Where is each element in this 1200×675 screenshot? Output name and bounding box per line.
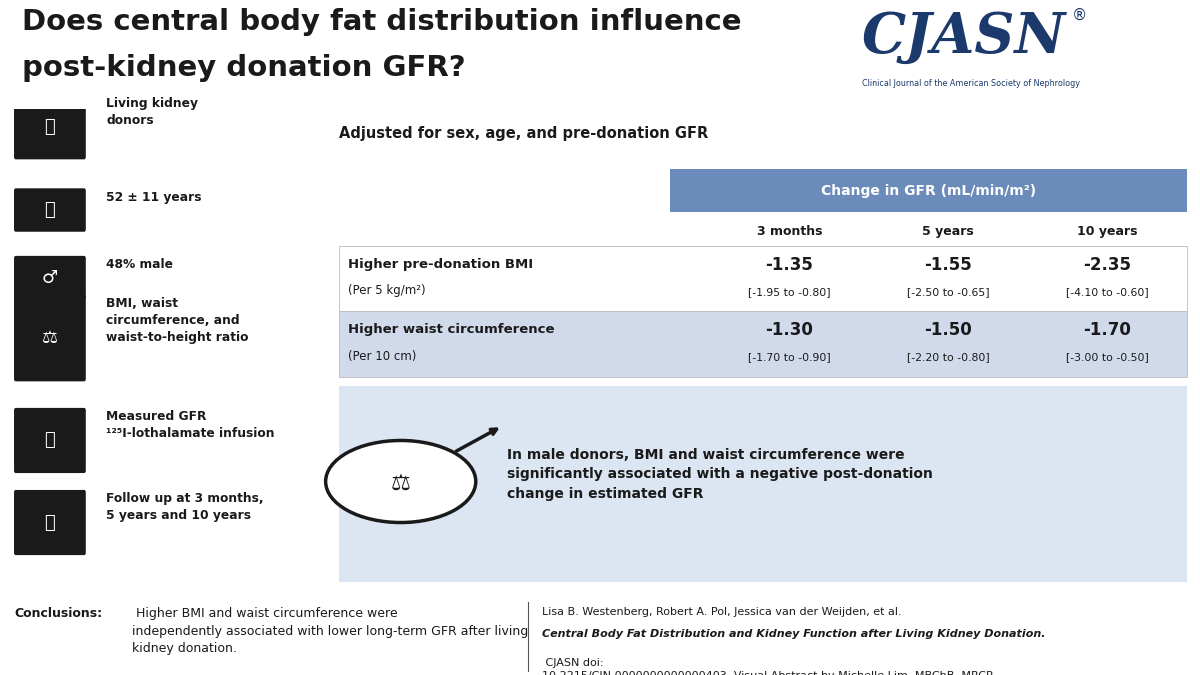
- Text: Central Body Fat Distribution and Kidney Function after Living Kidney Donation.: Central Body Fat Distribution and Kidney…: [542, 629, 1046, 639]
- Circle shape: [325, 441, 475, 522]
- FancyBboxPatch shape: [14, 490, 86, 555]
- Text: ✋: ✋: [44, 117, 55, 136]
- Text: ®: ®: [1072, 8, 1087, 23]
- FancyBboxPatch shape: [14, 188, 86, 232]
- Text: -2.35: -2.35: [1084, 256, 1132, 274]
- Text: 💉: 💉: [44, 431, 55, 450]
- Text: CJASN: CJASN: [862, 10, 1066, 65]
- FancyBboxPatch shape: [14, 95, 86, 159]
- FancyBboxPatch shape: [338, 246, 1187, 311]
- Text: In male donors, BMI and waist circumference were
significantly associated with a: In male donors, BMI and waist circumfere…: [506, 448, 932, 501]
- FancyBboxPatch shape: [338, 311, 1187, 377]
- Text: -1.70: -1.70: [1084, 321, 1132, 340]
- Text: Higher pre-donation BMI: Higher pre-donation BMI: [348, 258, 533, 271]
- Text: CJASN doi:
10.2215/CJN.0000000000000403. Visual Abstract by Michelle Lim, MBChB,: CJASN doi: 10.2215/CJN.0000000000000403.…: [542, 658, 994, 675]
- Text: Conclusions:: Conclusions:: [14, 608, 102, 620]
- Text: [-3.00 to -0.50]: [-3.00 to -0.50]: [1066, 352, 1148, 362]
- Text: Measured GFR
¹²⁵I-lothalamate infusion: Measured GFR ¹²⁵I-lothalamate infusion: [106, 410, 275, 440]
- Text: 📅: 📅: [44, 514, 55, 531]
- Text: Does central body fat distribution influence: Does central body fat distribution influ…: [22, 8, 742, 36]
- FancyBboxPatch shape: [14, 256, 86, 299]
- Text: Change in GFR (mL/min/m²): Change in GFR (mL/min/m²): [821, 184, 1036, 198]
- Text: Higher BMI and waist circumference were
independently associated with lower long: Higher BMI and waist circumference were …: [132, 608, 528, 655]
- Text: [-1.70 to -0.90]: [-1.70 to -0.90]: [748, 352, 830, 362]
- FancyBboxPatch shape: [14, 294, 86, 381]
- Text: Clinical Journal of the American Society of Nephrology: Clinical Journal of the American Society…: [862, 79, 1080, 88]
- Text: ♂: ♂: [42, 269, 58, 287]
- Text: 5 years: 5 years: [923, 225, 974, 238]
- Text: 52 ± 11 years: 52 ± 11 years: [106, 191, 202, 204]
- Text: 🎂: 🎂: [44, 201, 55, 219]
- Text: BMI, waist
circumference, and
waist-to-height ratio: BMI, waist circumference, and waist-to-h…: [106, 297, 248, 344]
- Text: ⚖: ⚖: [42, 329, 58, 347]
- Text: 3 months: 3 months: [756, 225, 822, 238]
- Text: (Per 5 kg/m²): (Per 5 kg/m²): [348, 284, 425, 298]
- FancyBboxPatch shape: [338, 386, 1187, 582]
- Text: Living kidney
donors: Living kidney donors: [106, 97, 198, 127]
- FancyBboxPatch shape: [14, 408, 86, 473]
- Text: Adjusted for sex, age, and pre-donation GFR: Adjusted for sex, age, and pre-donation …: [338, 126, 708, 140]
- Text: [-4.10 to -0.60]: [-4.10 to -0.60]: [1066, 288, 1148, 297]
- Text: -1.35: -1.35: [766, 256, 814, 274]
- FancyBboxPatch shape: [670, 169, 1187, 213]
- Text: ⚖: ⚖: [391, 474, 410, 494]
- Text: -1.30: -1.30: [766, 321, 814, 340]
- Text: [-2.20 to -0.80]: [-2.20 to -0.80]: [907, 352, 990, 362]
- Text: Follow up at 3 months,
5 years and 10 years: Follow up at 3 months, 5 years and 10 ye…: [106, 492, 264, 522]
- Text: Lisa B. Westenberg, Robert A. Pol, Jessica van der Weijden, et al.: Lisa B. Westenberg, Robert A. Pol, Jessi…: [542, 608, 906, 617]
- Text: [-1.95 to -0.80]: [-1.95 to -0.80]: [748, 288, 830, 297]
- Text: 10 years: 10 years: [1078, 225, 1138, 238]
- Text: [-2.50 to -0.65]: [-2.50 to -0.65]: [907, 288, 990, 297]
- Text: Higher waist circumference: Higher waist circumference: [348, 323, 554, 336]
- Text: -1.50: -1.50: [924, 321, 972, 340]
- Text: post-kidney donation GFR?: post-kidney donation GFR?: [22, 54, 466, 82]
- Text: (Per 10 cm): (Per 10 cm): [348, 350, 416, 362]
- Text: -1.55: -1.55: [924, 256, 972, 274]
- Text: 48% male: 48% male: [106, 259, 173, 271]
